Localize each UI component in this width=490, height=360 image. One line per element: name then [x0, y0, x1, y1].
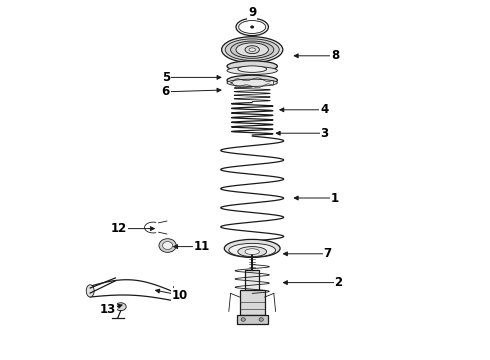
- Text: 5: 5: [162, 71, 170, 84]
- Ellipse shape: [238, 66, 267, 72]
- Text: 8: 8: [331, 49, 339, 62]
- Ellipse shape: [250, 26, 254, 28]
- Ellipse shape: [238, 247, 267, 257]
- Text: 4: 4: [320, 103, 328, 116]
- Bar: [245, 270, 259, 290]
- Text: 11: 11: [194, 240, 210, 253]
- Ellipse shape: [159, 239, 176, 252]
- Ellipse shape: [245, 249, 259, 255]
- Text: 6: 6: [162, 85, 170, 98]
- Text: 9: 9: [248, 6, 256, 19]
- Ellipse shape: [231, 41, 274, 58]
- Ellipse shape: [227, 67, 277, 75]
- Text: 3: 3: [320, 127, 328, 140]
- Ellipse shape: [229, 243, 275, 257]
- Ellipse shape: [241, 318, 245, 321]
- Text: 13: 13: [100, 303, 116, 316]
- Ellipse shape: [86, 285, 94, 297]
- Ellipse shape: [221, 37, 283, 63]
- Ellipse shape: [163, 242, 172, 249]
- Text: 12: 12: [111, 222, 127, 235]
- Ellipse shape: [225, 39, 279, 60]
- Ellipse shape: [227, 75, 277, 85]
- Ellipse shape: [224, 239, 280, 257]
- Ellipse shape: [227, 79, 277, 86]
- Text: 7: 7: [324, 247, 332, 260]
- Text: 1: 1: [331, 192, 339, 204]
- Bar: [237, 315, 268, 324]
- Ellipse shape: [236, 43, 269, 57]
- Ellipse shape: [259, 318, 263, 321]
- Ellipse shape: [236, 18, 269, 36]
- Text: 2: 2: [335, 276, 343, 289]
- Text: 10: 10: [172, 289, 188, 302]
- Ellipse shape: [245, 46, 259, 54]
- Ellipse shape: [239, 21, 266, 33]
- Ellipse shape: [227, 61, 277, 72]
- Ellipse shape: [249, 48, 255, 51]
- Bar: [240, 290, 265, 315]
- Ellipse shape: [116, 303, 126, 311]
